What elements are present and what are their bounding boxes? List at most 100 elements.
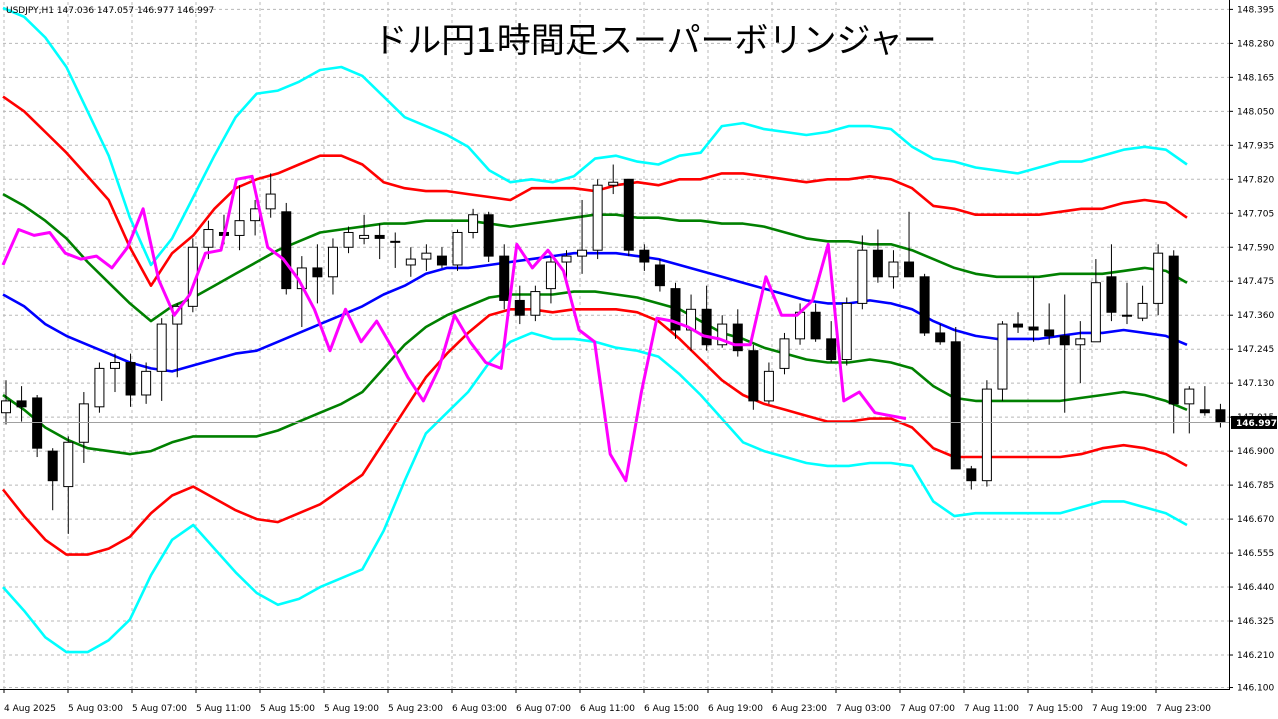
y-tick-label: 146.900 bbox=[1237, 447, 1274, 457]
y-tick-label: 147.360 bbox=[1237, 311, 1274, 321]
current-price-tag: 146.997 bbox=[1231, 415, 1277, 429]
candle bbox=[514, 285, 525, 325]
y-tick-label: 148.050 bbox=[1237, 107, 1274, 117]
candle bbox=[436, 247, 447, 268]
candle bbox=[32, 394, 43, 458]
price-axis-border bbox=[1229, 0, 1230, 690]
x-tick-label: 5 Aug 19:00 bbox=[324, 704, 379, 714]
candle bbox=[530, 285, 541, 322]
x-tick-label: 5 Aug 23:00 bbox=[388, 704, 443, 714]
candle bbox=[234, 185, 245, 251]
candle bbox=[935, 324, 946, 345]
time-axis-border bbox=[0, 689, 1230, 690]
candle bbox=[545, 256, 556, 304]
symbol-info: USDJPY,H1 147.036 147.057 146.977 146.99… bbox=[6, 6, 214, 16]
x-tick-label: 5 Aug 11:00 bbox=[196, 704, 251, 714]
candle bbox=[63, 436, 74, 534]
y-tick-label: 147.590 bbox=[1237, 243, 1274, 253]
candlesticks bbox=[1, 164, 1226, 534]
candle bbox=[109, 353, 120, 393]
candle bbox=[499, 244, 510, 310]
x-tick-label: 6 Aug 19:00 bbox=[708, 704, 763, 714]
candle bbox=[919, 273, 930, 336]
y-tick-label: 148.165 bbox=[1237, 73, 1274, 83]
candle bbox=[47, 448, 58, 511]
y-tick-label: 147.130 bbox=[1237, 379, 1274, 389]
candle bbox=[405, 247, 416, 277]
x-tick-label: 7 Aug 07:00 bbox=[900, 704, 955, 714]
candle bbox=[779, 332, 790, 375]
y-tick-label: 146.555 bbox=[1237, 549, 1274, 559]
y-tick-label: 147.935 bbox=[1237, 141, 1274, 151]
x-tick-label: 6 Aug 15:00 bbox=[644, 704, 699, 714]
candle bbox=[592, 179, 603, 260]
candle bbox=[78, 392, 89, 463]
y-tick-label: 146.210 bbox=[1237, 651, 1274, 661]
y-tick-label: 146.325 bbox=[1237, 617, 1274, 627]
y-tick-label: 146.100 bbox=[1237, 684, 1274, 694]
x-tick-label: 6 Aug 07:00 bbox=[516, 704, 571, 714]
x-tick-label: 5 Aug 07:00 bbox=[132, 704, 187, 714]
candle bbox=[16, 386, 27, 422]
candle bbox=[1075, 321, 1086, 384]
candle bbox=[966, 465, 977, 490]
x-tick-label: 6 Aug 23:00 bbox=[772, 704, 827, 714]
y-tick-label: 147.475 bbox=[1237, 277, 1274, 287]
y-tick-label: 146.440 bbox=[1237, 583, 1274, 593]
x-tick-label: 7 Aug 19:00 bbox=[1092, 704, 1147, 714]
candle bbox=[1028, 276, 1039, 342]
x-tick-label: 6 Aug 11:00 bbox=[580, 704, 635, 714]
candle bbox=[421, 244, 432, 271]
candle bbox=[374, 223, 385, 260]
candle bbox=[1184, 386, 1195, 434]
candle bbox=[670, 282, 681, 339]
candle bbox=[997, 321, 1008, 401]
current-price-label: 146.997 bbox=[1236, 419, 1277, 429]
candle bbox=[561, 250, 572, 280]
y-tick-label: 146.785 bbox=[1237, 481, 1274, 491]
grid bbox=[3, 2, 1229, 689]
chart-title: ドル円1時間足スーパーボリンジャー bbox=[373, 21, 937, 61]
y-tick-label: 147.705 bbox=[1237, 209, 1274, 219]
candle bbox=[1153, 244, 1164, 316]
candle bbox=[950, 327, 961, 470]
candle bbox=[281, 202, 292, 295]
candle bbox=[826, 321, 837, 363]
candle bbox=[872, 229, 883, 283]
candle bbox=[1106, 244, 1117, 322]
candle bbox=[1013, 312, 1024, 333]
x-tick-label: 7 Aug 11:00 bbox=[964, 704, 1019, 714]
candle bbox=[1059, 294, 1070, 413]
x-tick-label: 7 Aug 23:00 bbox=[1156, 704, 1211, 714]
candle bbox=[343, 226, 354, 254]
candle bbox=[265, 173, 276, 218]
x-tick-label: 7 Aug 03:00 bbox=[836, 704, 891, 714]
x-tick-label: 7 Aug 15:00 bbox=[1028, 704, 1083, 714]
candle bbox=[141, 362, 152, 404]
band-line-3 bbox=[2, 251, 1188, 373]
candle bbox=[1199, 386, 1210, 416]
candle bbox=[1, 380, 11, 425]
time-axis: 4 Aug 2025 5 Aug 03:00 5 Aug 07:00 5 Aug 11… bbox=[3, 689, 1211, 714]
y-tick-label: 148.280 bbox=[1237, 39, 1274, 49]
candle bbox=[763, 362, 774, 404]
candle bbox=[94, 362, 105, 413]
candle bbox=[1168, 250, 1179, 434]
candle bbox=[701, 285, 712, 351]
candle bbox=[327, 238, 338, 295]
candle bbox=[1044, 303, 1055, 345]
x-tick-label: 6 Aug 03:00 bbox=[452, 704, 507, 714]
chikou-span bbox=[1, 174, 907, 483]
candle bbox=[623, 178, 634, 257]
candle bbox=[857, 235, 868, 310]
band-line-0 bbox=[2, 6, 1188, 267]
y-tick-label: 146.670 bbox=[1237, 515, 1274, 525]
candle bbox=[1215, 403, 1226, 428]
candle bbox=[1137, 285, 1148, 322]
candle bbox=[577, 199, 588, 274]
candle bbox=[390, 232, 401, 268]
x-tick-label: 5 Aug 03:00 bbox=[68, 704, 123, 714]
candle bbox=[468, 208, 479, 239]
candle bbox=[1090, 259, 1101, 343]
